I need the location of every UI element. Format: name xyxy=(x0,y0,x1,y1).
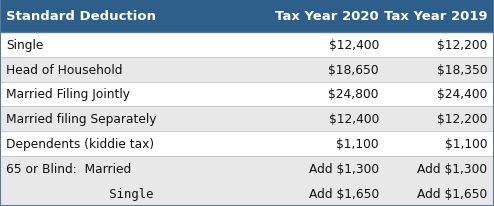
Text: $24,400: $24,400 xyxy=(437,88,488,101)
Text: Add $1,650: Add $1,650 xyxy=(417,187,488,200)
Bar xyxy=(385,0,494,33)
Text: Dependents (kiddie tax): Dependents (kiddie tax) xyxy=(6,138,155,151)
Bar xyxy=(264,0,385,33)
Text: Married Filing Jointly: Married Filing Jointly xyxy=(6,88,130,101)
Text: $12,400: $12,400 xyxy=(329,39,379,52)
Text: $12,200: $12,200 xyxy=(437,113,488,126)
Bar xyxy=(0,82,494,107)
Bar xyxy=(0,156,494,206)
Text: $24,800: $24,800 xyxy=(329,88,379,101)
Bar xyxy=(0,0,264,33)
Text: Married filing Separately: Married filing Separately xyxy=(6,113,157,126)
Bar xyxy=(0,57,494,82)
Text: Add $1,300: Add $1,300 xyxy=(417,162,488,175)
Text: Tax Year 2019: Tax Year 2019 xyxy=(384,10,488,23)
Bar xyxy=(0,132,494,156)
Text: Single: Single xyxy=(6,187,154,200)
Text: $1,100: $1,100 xyxy=(336,138,379,151)
Text: $12,200: $12,200 xyxy=(437,39,488,52)
Text: $12,400: $12,400 xyxy=(329,113,379,126)
Text: 65 or Blind:  Married: 65 or Blind: Married xyxy=(6,162,132,175)
Text: Add $1,300: Add $1,300 xyxy=(309,162,379,175)
Text: $18,350: $18,350 xyxy=(437,63,488,76)
Text: Head of Household: Head of Household xyxy=(6,63,123,76)
Text: Standard Deduction: Standard Deduction xyxy=(6,10,157,23)
Bar xyxy=(0,107,494,132)
Text: $1,100: $1,100 xyxy=(445,138,488,151)
Text: $18,650: $18,650 xyxy=(329,63,379,76)
Text: Tax Year 2020: Tax Year 2020 xyxy=(275,10,379,23)
Bar xyxy=(0,33,494,57)
Text: Single: Single xyxy=(6,39,44,52)
Text: Add $1,650: Add $1,650 xyxy=(309,187,379,200)
